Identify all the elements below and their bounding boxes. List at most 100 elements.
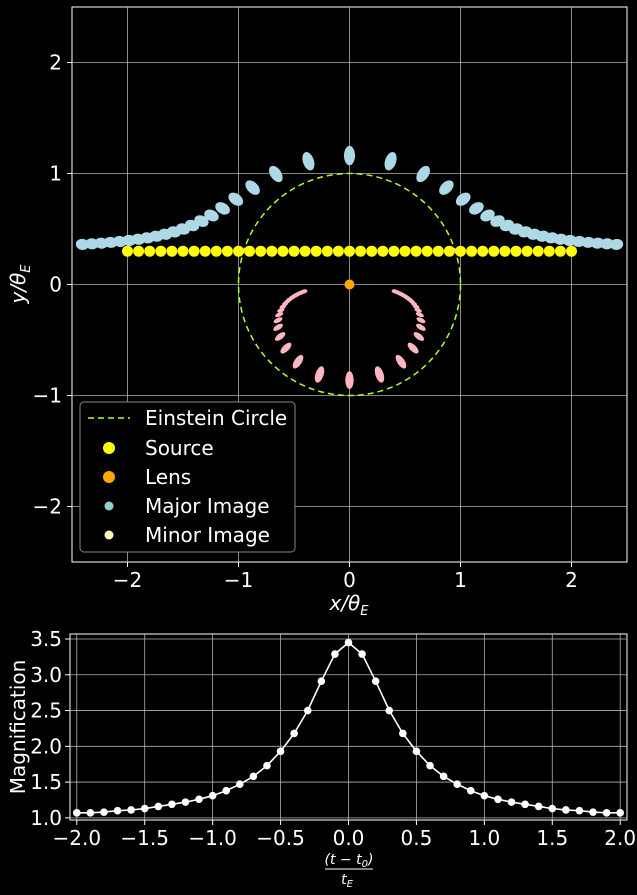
minor-image bbox=[277, 307, 285, 313]
legend-label-einstein-circle: Einstein Circle bbox=[145, 406, 287, 430]
magnification-point bbox=[589, 808, 597, 816]
source-point bbox=[344, 245, 355, 257]
x-tick-label: −2.0 bbox=[53, 826, 102, 850]
x-tick-label: 0.5 bbox=[401, 826, 433, 850]
magnification-point bbox=[385, 706, 394, 715]
magnification-point bbox=[480, 791, 489, 800]
magnification-point bbox=[195, 795, 203, 804]
y-tick-label: 2.0 bbox=[30, 734, 62, 758]
minor-image bbox=[395, 354, 407, 369]
lensing-x-axis-label: x/θE bbox=[328, 591, 369, 619]
source-point bbox=[177, 245, 189, 257]
major-image bbox=[194, 215, 209, 227]
legend: Einstein Circle Source Lens Major Image … bbox=[79, 401, 296, 553]
magnification-point bbox=[276, 747, 285, 756]
source-point bbox=[421, 245, 433, 257]
magnification-point bbox=[290, 729, 298, 738]
major-image bbox=[344, 145, 355, 166]
source-point bbox=[466, 245, 478, 257]
x-label-numerator-text: (t − t bbox=[325, 852, 363, 868]
source-point bbox=[566, 245, 577, 257]
lensing-tick-labels: −2 −1 0 1 2 −2 −1 0 1 2 bbox=[33, 51, 578, 593]
major-image bbox=[302, 152, 315, 171]
source-point bbox=[443, 245, 455, 257]
lensing-y-axis-label-sub: E bbox=[19, 264, 34, 273]
magnification-x-axis-label: (t − t0) tE bbox=[325, 852, 374, 890]
legend-label-minor-image: Minor Image bbox=[145, 523, 270, 547]
major-image bbox=[215, 202, 230, 215]
source-point bbox=[410, 245, 422, 257]
magnification-point bbox=[154, 802, 163, 811]
x-tick-label: 2 bbox=[565, 568, 578, 592]
source-point bbox=[321, 245, 333, 257]
minor-image bbox=[407, 342, 419, 354]
minor-image bbox=[314, 366, 325, 383]
legend-major-image-swatch bbox=[104, 501, 114, 511]
magnification-point bbox=[72, 809, 81, 817]
magnification-tick-labels: −2.0 −1.5 −1.0 −0.5 0.0 0.5 1.0 1.5 2.0 1.0 1.5 2.0… bbox=[30, 627, 636, 850]
major-image bbox=[245, 180, 260, 195]
legend-label-lens: Lens bbox=[145, 465, 191, 489]
magnification-point bbox=[113, 806, 122, 815]
y-tick-label: 2 bbox=[49, 51, 62, 75]
magnification-point bbox=[507, 798, 516, 806]
source-point bbox=[244, 245, 256, 257]
y-tick-label: 2.5 bbox=[30, 699, 62, 723]
magnification-point bbox=[331, 650, 339, 658]
minor-image bbox=[273, 317, 283, 324]
source-point bbox=[532, 245, 544, 257]
major-image bbox=[610, 238, 624, 250]
source-point bbox=[288, 245, 300, 257]
legend-label-major-image: Major Image bbox=[145, 494, 270, 518]
magnification-point bbox=[534, 802, 543, 811]
source-point bbox=[277, 245, 289, 257]
magnification-point bbox=[575, 806, 584, 815]
major-images bbox=[75, 145, 624, 250]
major-image bbox=[204, 209, 219, 222]
magnification-point bbox=[100, 808, 108, 816]
x-tick-label: −0.5 bbox=[256, 826, 305, 850]
major-image bbox=[600, 238, 614, 250]
x-label-numerator-sub: 0 bbox=[362, 859, 368, 870]
source-point bbox=[266, 245, 278, 257]
source-point bbox=[255, 245, 267, 257]
minor-image bbox=[292, 354, 304, 369]
minor-image bbox=[412, 304, 420, 309]
x-tick-label: −1.5 bbox=[120, 826, 169, 850]
magnification-point bbox=[453, 780, 461, 789]
minor-images bbox=[273, 289, 426, 389]
source-point bbox=[199, 245, 211, 257]
magnification-point bbox=[602, 809, 611, 817]
minor-image bbox=[280, 342, 292, 354]
source-point bbox=[166, 245, 178, 257]
magnification-point bbox=[222, 786, 231, 795]
magnification-point bbox=[358, 650, 366, 658]
magnification-point bbox=[181, 798, 190, 806]
y-tick-label: 3.0 bbox=[30, 663, 62, 687]
source-point bbox=[332, 245, 344, 257]
source-point bbox=[310, 245, 322, 257]
minor-image bbox=[374, 366, 385, 383]
x-tick-label: 1 bbox=[454, 568, 467, 592]
minor-image bbox=[415, 312, 424, 318]
magnification-chart: −2.0 −1.5 −1.0 −0.5 0.0 0.5 1.0 1.5 2.0 1.0 1.5 2.0… bbox=[6, 627, 636, 890]
x-label-numerator: (t − t0) bbox=[325, 852, 374, 870]
minor-image bbox=[345, 371, 354, 389]
source-point bbox=[144, 245, 156, 257]
major-image bbox=[228, 192, 244, 206]
major-image bbox=[75, 238, 89, 250]
legend-box bbox=[79, 401, 296, 553]
source-point bbox=[477, 245, 489, 257]
legend-label-source: Source bbox=[145, 436, 214, 460]
magnification-point bbox=[562, 806, 570, 814]
source-point bbox=[377, 245, 389, 257]
magnification-points bbox=[72, 638, 625, 817]
x-label-denominator-sub: E bbox=[347, 879, 354, 890]
y-tick-label: −2 bbox=[33, 495, 62, 519]
magnification-point bbox=[548, 804, 557, 813]
x-tick-label: 2.0 bbox=[604, 826, 636, 850]
major-image bbox=[384, 152, 397, 171]
einstein-circle bbox=[237, 172, 462, 397]
magnification-point bbox=[439, 772, 448, 781]
x-label-denominator: tE bbox=[341, 872, 354, 890]
